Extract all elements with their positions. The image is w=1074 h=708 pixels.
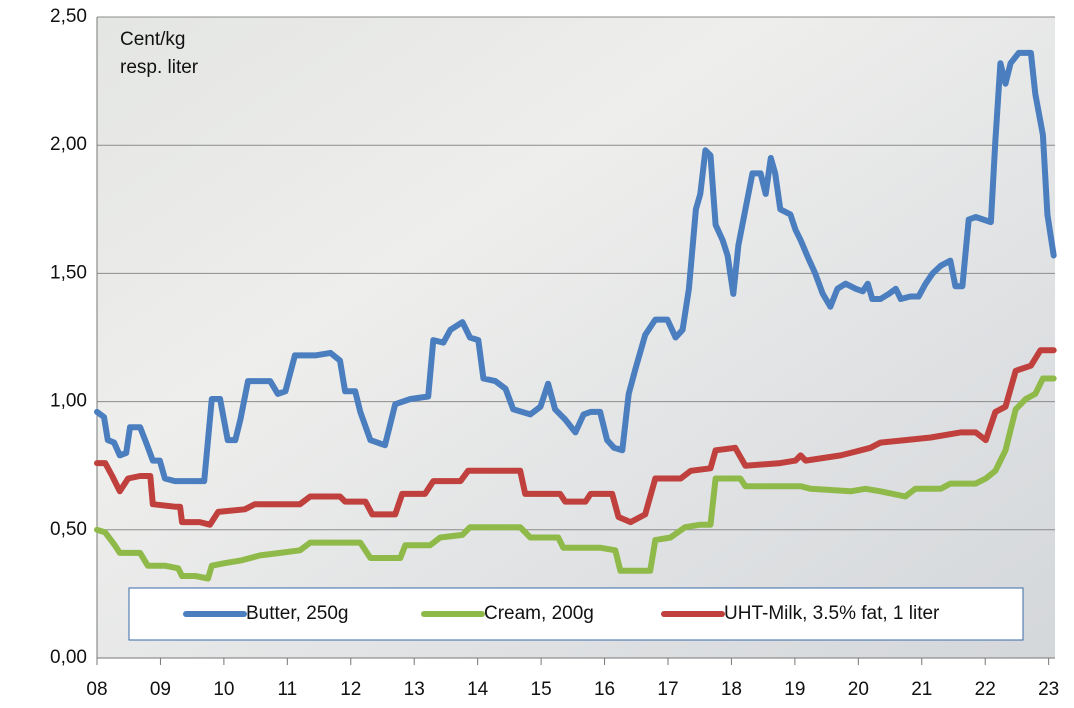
y-tick-label: 1,00 [50, 391, 87, 412]
x-tick-label: 13 [404, 679, 425, 700]
chart: Cent/kg resp. liter 0,00 0,50 1,00 1,50 2,00… [0, 0, 1074, 708]
x-tick-label: 21 [911, 679, 932, 700]
x-tick-label: 18 [721, 679, 742, 700]
x-tick-label: 12 [340, 679, 361, 700]
unit-annotation: Cent/kg [120, 29, 185, 50]
x-tick-label: 10 [213, 679, 234, 700]
x-tick-label: 16 [594, 679, 615, 700]
x-tick-label: 23 [1038, 679, 1059, 700]
x-tick-label: 19 [784, 679, 805, 700]
unit-annotation: resp. liter [120, 57, 199, 78]
legend-label: Cream, 200g [484, 603, 594, 624]
page: {"chart_data": { "type": "line", "annota… [0, 0, 1074, 708]
legend-label: UHT-Milk, 3.5% fat, 1 liter [724, 603, 940, 624]
y-tick-label: 0,00 [50, 647, 87, 668]
x-tick-label: 22 [975, 679, 996, 700]
legend-label: Butter, 250g [246, 603, 348, 624]
x-tick-label: 14 [467, 679, 489, 700]
x-tick-label: 17 [657, 679, 678, 700]
y-tick-label: 1,50 [50, 262, 87, 283]
x-tick-label: 20 [848, 679, 869, 700]
x-tick-label: 11 [277, 679, 297, 700]
y-tick-label: 0,50 [50, 519, 87, 540]
x-tick-label: 15 [531, 679, 552, 700]
x-tick-label: 08 [86, 679, 107, 700]
y-tick-label: 2,00 [50, 134, 87, 155]
y-tick-label: 2,50 [50, 6, 87, 27]
x-tick-label: 09 [150, 679, 171, 700]
